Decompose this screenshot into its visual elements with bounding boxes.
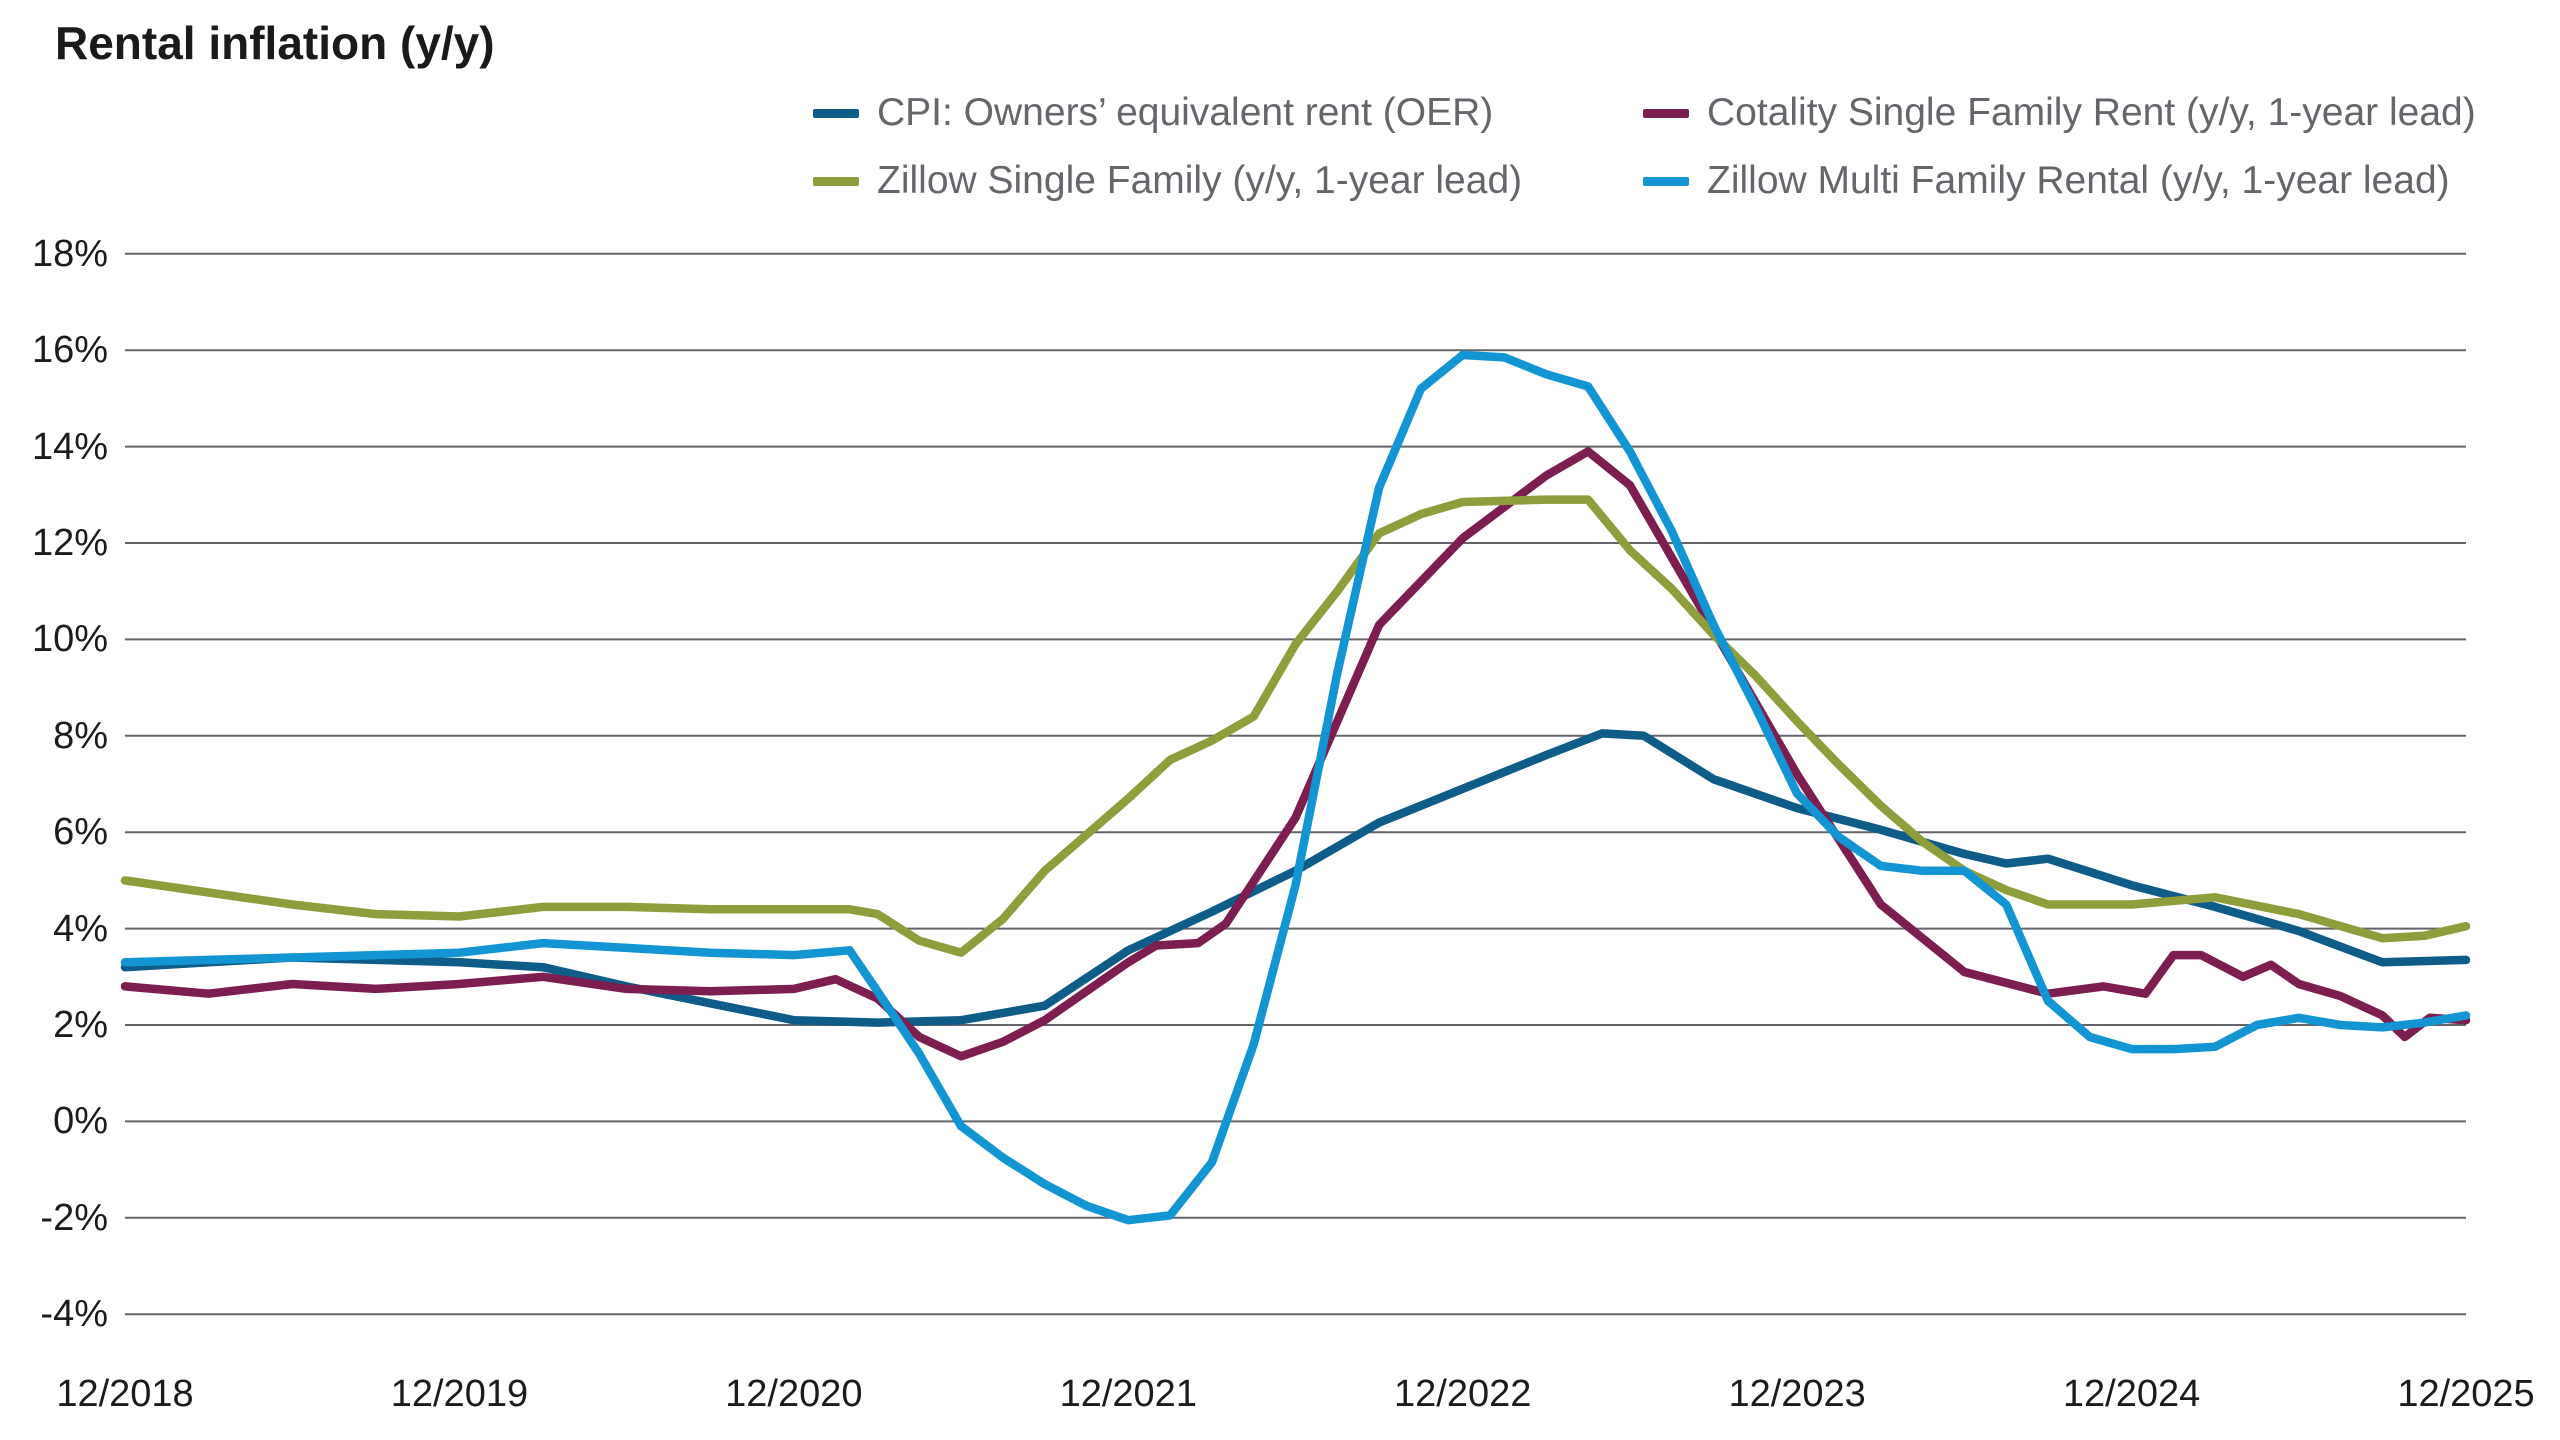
- y-axis-label: 14%: [31, 425, 108, 468]
- legend-item: Cotality Single Family Rent (y/y, 1-year…: [1643, 93, 2476, 133]
- x-axis-label: 12/2019: [390, 1373, 529, 1415]
- y-axis-label: 4%: [53, 907, 108, 950]
- legend-swatch-icon: [813, 176, 859, 186]
- legend-label: Cotality Single Family Rent (y/y, 1-year…: [1707, 91, 2476, 134]
- x-axis-label: 12/2025: [2397, 1373, 2535, 1415]
- series-line-1: [120, 447, 2471, 1061]
- y-axis-label: -2%: [40, 1196, 108, 1239]
- legend-item: Zillow Multi Family Rental (y/y, 1-year …: [1643, 161, 2450, 201]
- legend-label: Zillow Multi Family Rental (y/y, 1-year …: [1707, 159, 2450, 202]
- legend-label: Zillow Single Family (y/y, 1-year lead): [877, 159, 1523, 202]
- x-axis-label: 12/2024: [2062, 1373, 2201, 1415]
- y-axis-label: -4%: [40, 1293, 108, 1336]
- x-axis-label: 12/2021: [1059, 1373, 1197, 1415]
- y-axis-label: 8%: [53, 714, 108, 757]
- y-axis-label: 10%: [31, 618, 108, 661]
- legend-swatch-icon: [1643, 108, 1689, 118]
- x-axis-label: 12/2018: [56, 1373, 194, 1415]
- legend-swatch-icon: [1643, 176, 1689, 186]
- legend-swatch-icon: [813, 108, 859, 118]
- y-axis-label: 18%: [31, 232, 108, 275]
- x-axis-label: 12/2020: [725, 1373, 863, 1415]
- gridlines: [125, 252, 2466, 1316]
- y-axis-label: 6%: [53, 811, 108, 854]
- series-lines: [120, 350, 2471, 1225]
- legend-item: Zillow Single Family (y/y, 1-year lead): [813, 161, 1522, 201]
- series-line-0: [120, 729, 2471, 1027]
- legend-label: CPI: Owners’ equivalent rent (OER): [877, 91, 1494, 134]
- x-axis-label: 12/2023: [1728, 1373, 1866, 1415]
- series-line-3: [120, 350, 2471, 1225]
- y-axis-label: 0%: [53, 1100, 108, 1143]
- y-axis-label: 16%: [31, 329, 108, 372]
- x-axis-label: 12/2022: [1394, 1373, 1532, 1415]
- y-axis-label: 2%: [53, 1004, 108, 1046]
- chart-title: Rental inflation (y/y): [55, 17, 495, 69]
- series-line-2: [120, 495, 2471, 957]
- legend-item: CPI: Owners’ equivalent rent (OER): [813, 93, 1493, 133]
- y-axis-label: 12%: [31, 522, 108, 564]
